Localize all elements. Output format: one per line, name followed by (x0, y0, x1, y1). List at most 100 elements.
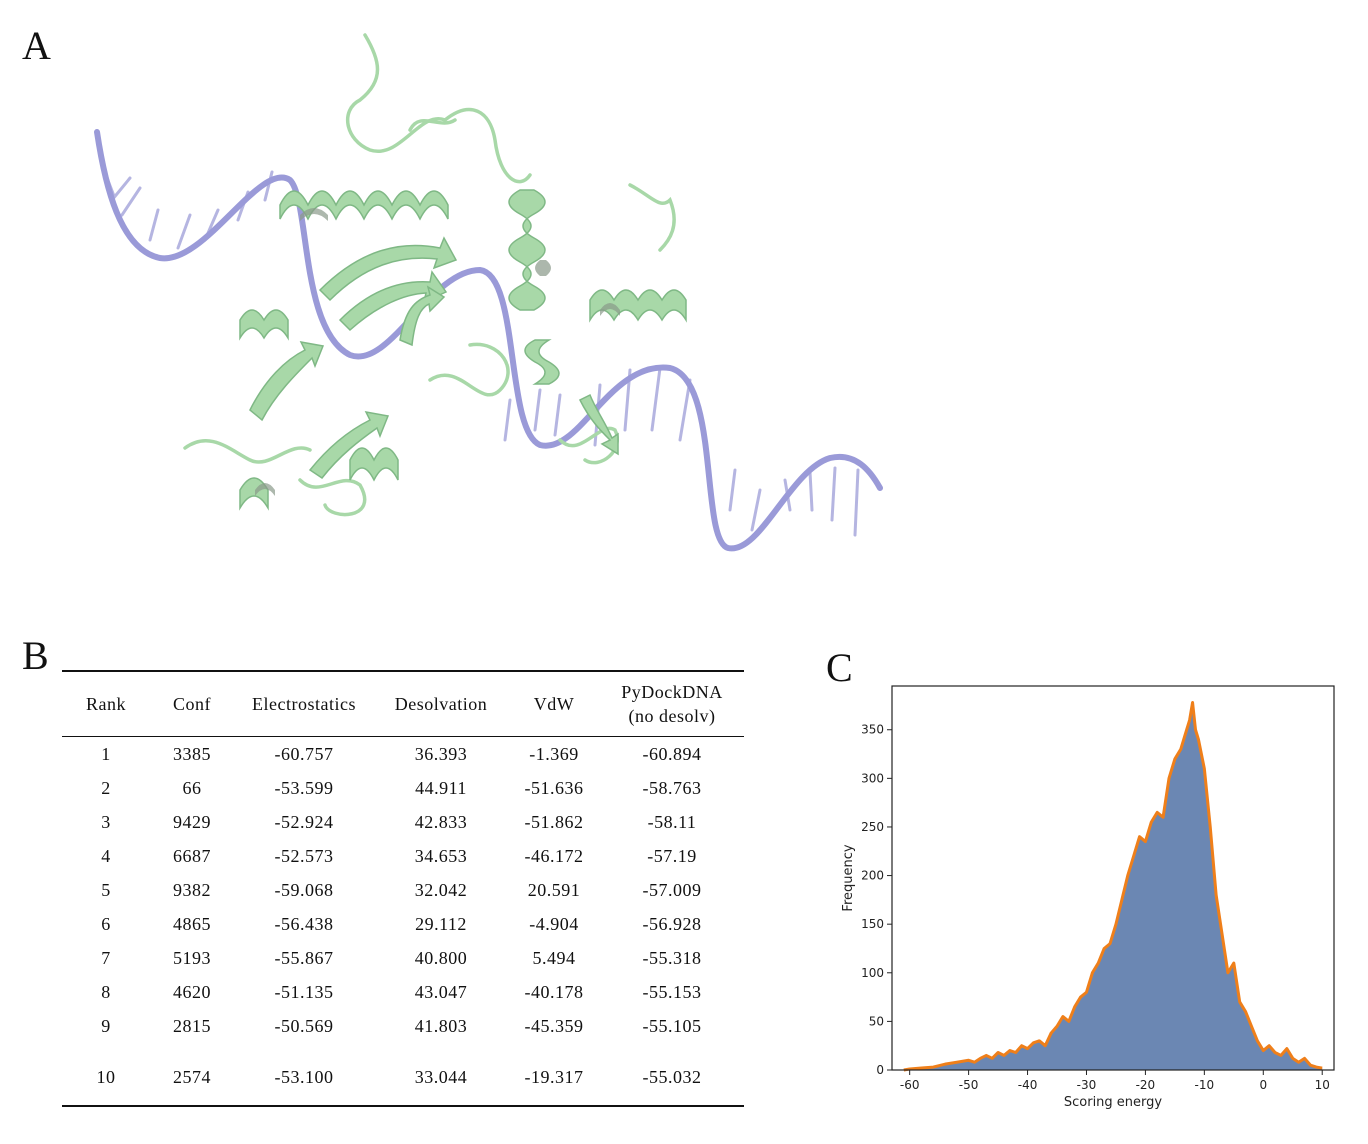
table-row: 10 2574 -53.100 33.044 -19.317 -55.032 (62, 1043, 744, 1105)
cell-vdw: 5.494 (532, 947, 576, 968)
cell-pydockdna: -58.11 (647, 811, 697, 832)
cell-conf: 6687 (173, 845, 211, 866)
y-tick-label: 100 (861, 966, 884, 980)
docking-results-table: Rank Conf Electrostatics Desolvation VdW… (62, 670, 744, 1107)
table-top-rule (62, 670, 744, 672)
cell-pydockdna: -57.009 (642, 879, 702, 900)
cell-pydockdna: -58.763 (642, 777, 702, 798)
table-row: 9 2815 -50.569 41.803 -45.359 -55.105 (62, 1009, 744, 1043)
cell-vdw: -51.862 (524, 811, 584, 832)
protein-dna-structure-image (94, 33, 883, 552)
table-row: 1 3385 -60.757 36.393 -1.369 -60.894 (62, 737, 744, 771)
x-axis-label: Scoring energy (1064, 1095, 1163, 1110)
cell-desolvation: 42.833 (414, 811, 468, 832)
cell-conf: 2574 (173, 1066, 211, 1087)
cell-desolvation: 29.112 (415, 913, 467, 934)
cell-rank: 10 (96, 1066, 116, 1087)
cell-desolvation: 32.042 (414, 879, 468, 900)
x-tick-label: -60 (900, 1078, 920, 1092)
cell-conf: 4865 (173, 913, 211, 934)
cell-conf: 2815 (173, 1015, 211, 1036)
cell-pydockdna: -60.894 (642, 743, 702, 764)
cell-vdw: -46.172 (524, 845, 584, 866)
cell-conf: 9382 (173, 879, 211, 900)
table-row: 4 6687 -52.573 34.653 -46.172 -57.19 (62, 839, 744, 873)
x-tick-label: -40 (1018, 1078, 1038, 1092)
cell-conf: 3385 (173, 743, 211, 764)
cell-electrostatics: -59.068 (274, 879, 334, 900)
cell-pydockdna: -55.153 (642, 981, 702, 1002)
panel-label-c: C (826, 645, 853, 690)
cell-vdw: -45.359 (524, 1015, 584, 1036)
cell-conf: 66 (182, 777, 202, 798)
table-row: 7 5193 -55.867 40.800 5.494 -55.318 (62, 941, 744, 975)
table-row: 8 4620 -51.135 43.047 -40.178 -55.153 (62, 975, 744, 1009)
col-header-rank: Rank (86, 694, 126, 714)
cell-rank: 3 (101, 811, 111, 832)
cell-desolvation: 43.047 (414, 981, 468, 1002)
col-header-vdw: VdW (533, 694, 575, 714)
cell-electrostatics: -53.599 (274, 777, 334, 798)
cell-pydockdna: -55.032 (642, 1066, 702, 1087)
cell-vdw: -1.369 (529, 743, 579, 764)
y-tick-label: 150 (861, 917, 884, 931)
panel-label-b: B (22, 633, 49, 678)
cell-vdw: -19.317 (524, 1066, 584, 1087)
cell-pydockdna: -56.928 (642, 913, 702, 934)
cell-rank: 8 (101, 981, 111, 1002)
cell-electrostatics: -56.438 (274, 913, 334, 934)
cell-electrostatics: -60.757 (274, 743, 334, 764)
cell-desolvation: 33.044 (414, 1066, 468, 1087)
plot-frame (891, 685, 1335, 1071)
protein-shadow (255, 208, 620, 496)
table-row: 3 9429 -52.924 42.833 -51.862 -58.11 (62, 805, 744, 839)
cell-vdw: -51.636 (524, 777, 584, 798)
table-header-rule (62, 736, 744, 737)
cell-vdw: 20.591 (527, 879, 581, 900)
x-tick-label: 10 (1315, 1078, 1330, 1092)
cell-electrostatics: -52.573 (274, 845, 334, 866)
col-header-pydockdna-line2: (no desolv) (628, 706, 716, 726)
y-axis-label: Frequency (841, 844, 856, 911)
cell-electrostatics: -52.924 (274, 811, 334, 832)
cell-vdw: -4.904 (529, 913, 579, 934)
cell-vdw: -40.178 (524, 981, 584, 1002)
table-row: 2 66 -53.599 44.911 -51.636 -58.763 (62, 771, 744, 805)
panel-label-a: A (22, 23, 51, 68)
table-row: 6 4865 -56.438 29.112 -4.904 -56.928 (62, 907, 744, 941)
cell-rank: 6 (101, 913, 111, 934)
x-tick-label: -50 (959, 1078, 979, 1092)
col-header-desolvation: Desolvation (394, 694, 488, 714)
cell-desolvation: 36.393 (414, 743, 468, 764)
cell-pydockdna: -55.105 (642, 1015, 702, 1036)
col-header-conf: Conf (173, 694, 211, 714)
cell-desolvation: 40.800 (414, 947, 468, 968)
dna-backbone (94, 129, 883, 552)
cell-rank: 4 (101, 845, 111, 866)
cell-rank: 5 (101, 879, 111, 900)
y-tick-label: 0 (876, 1063, 884, 1077)
protein-helices (239, 189, 687, 511)
cell-rank: 9 (101, 1015, 111, 1036)
col-header-electrostatics: Electrostatics (252, 694, 356, 714)
cell-conf: 9429 (173, 811, 211, 832)
cell-desolvation: 41.803 (414, 1015, 468, 1036)
y-tick-label: 250 (861, 820, 884, 834)
x-tick-label: -10 (1195, 1078, 1215, 1092)
cell-rank: 7 (101, 947, 111, 968)
x-tick-label: 0 (1259, 1078, 1267, 1092)
y-tick-label: 300 (861, 771, 884, 785)
protein-sheets (249, 236, 619, 480)
x-tick-label: -30 (1077, 1078, 1097, 1092)
cell-rank: 1 (101, 743, 111, 764)
x-tick-label: -20 (1136, 1078, 1156, 1092)
histogram-outline-line (903, 701, 1323, 1072)
cell-electrostatics: -53.100 (274, 1066, 334, 1087)
table-header-row: Rank Conf Electrostatics Desolvation VdW… (62, 672, 744, 736)
scoring-energy-histogram: -60 -50 -40 -30 -20 -10 0 100501001502002503003… (841, 685, 1335, 1110)
col-header-pydockdna: PyDockDNA (no desolv) (600, 672, 744, 736)
cell-electrostatics: -50.569 (274, 1015, 334, 1036)
cell-desolvation: 44.911 (415, 777, 467, 798)
col-header-pydockdna-line1: PyDockDNA (621, 682, 723, 702)
cell-electrostatics: -55.867 (274, 947, 334, 968)
